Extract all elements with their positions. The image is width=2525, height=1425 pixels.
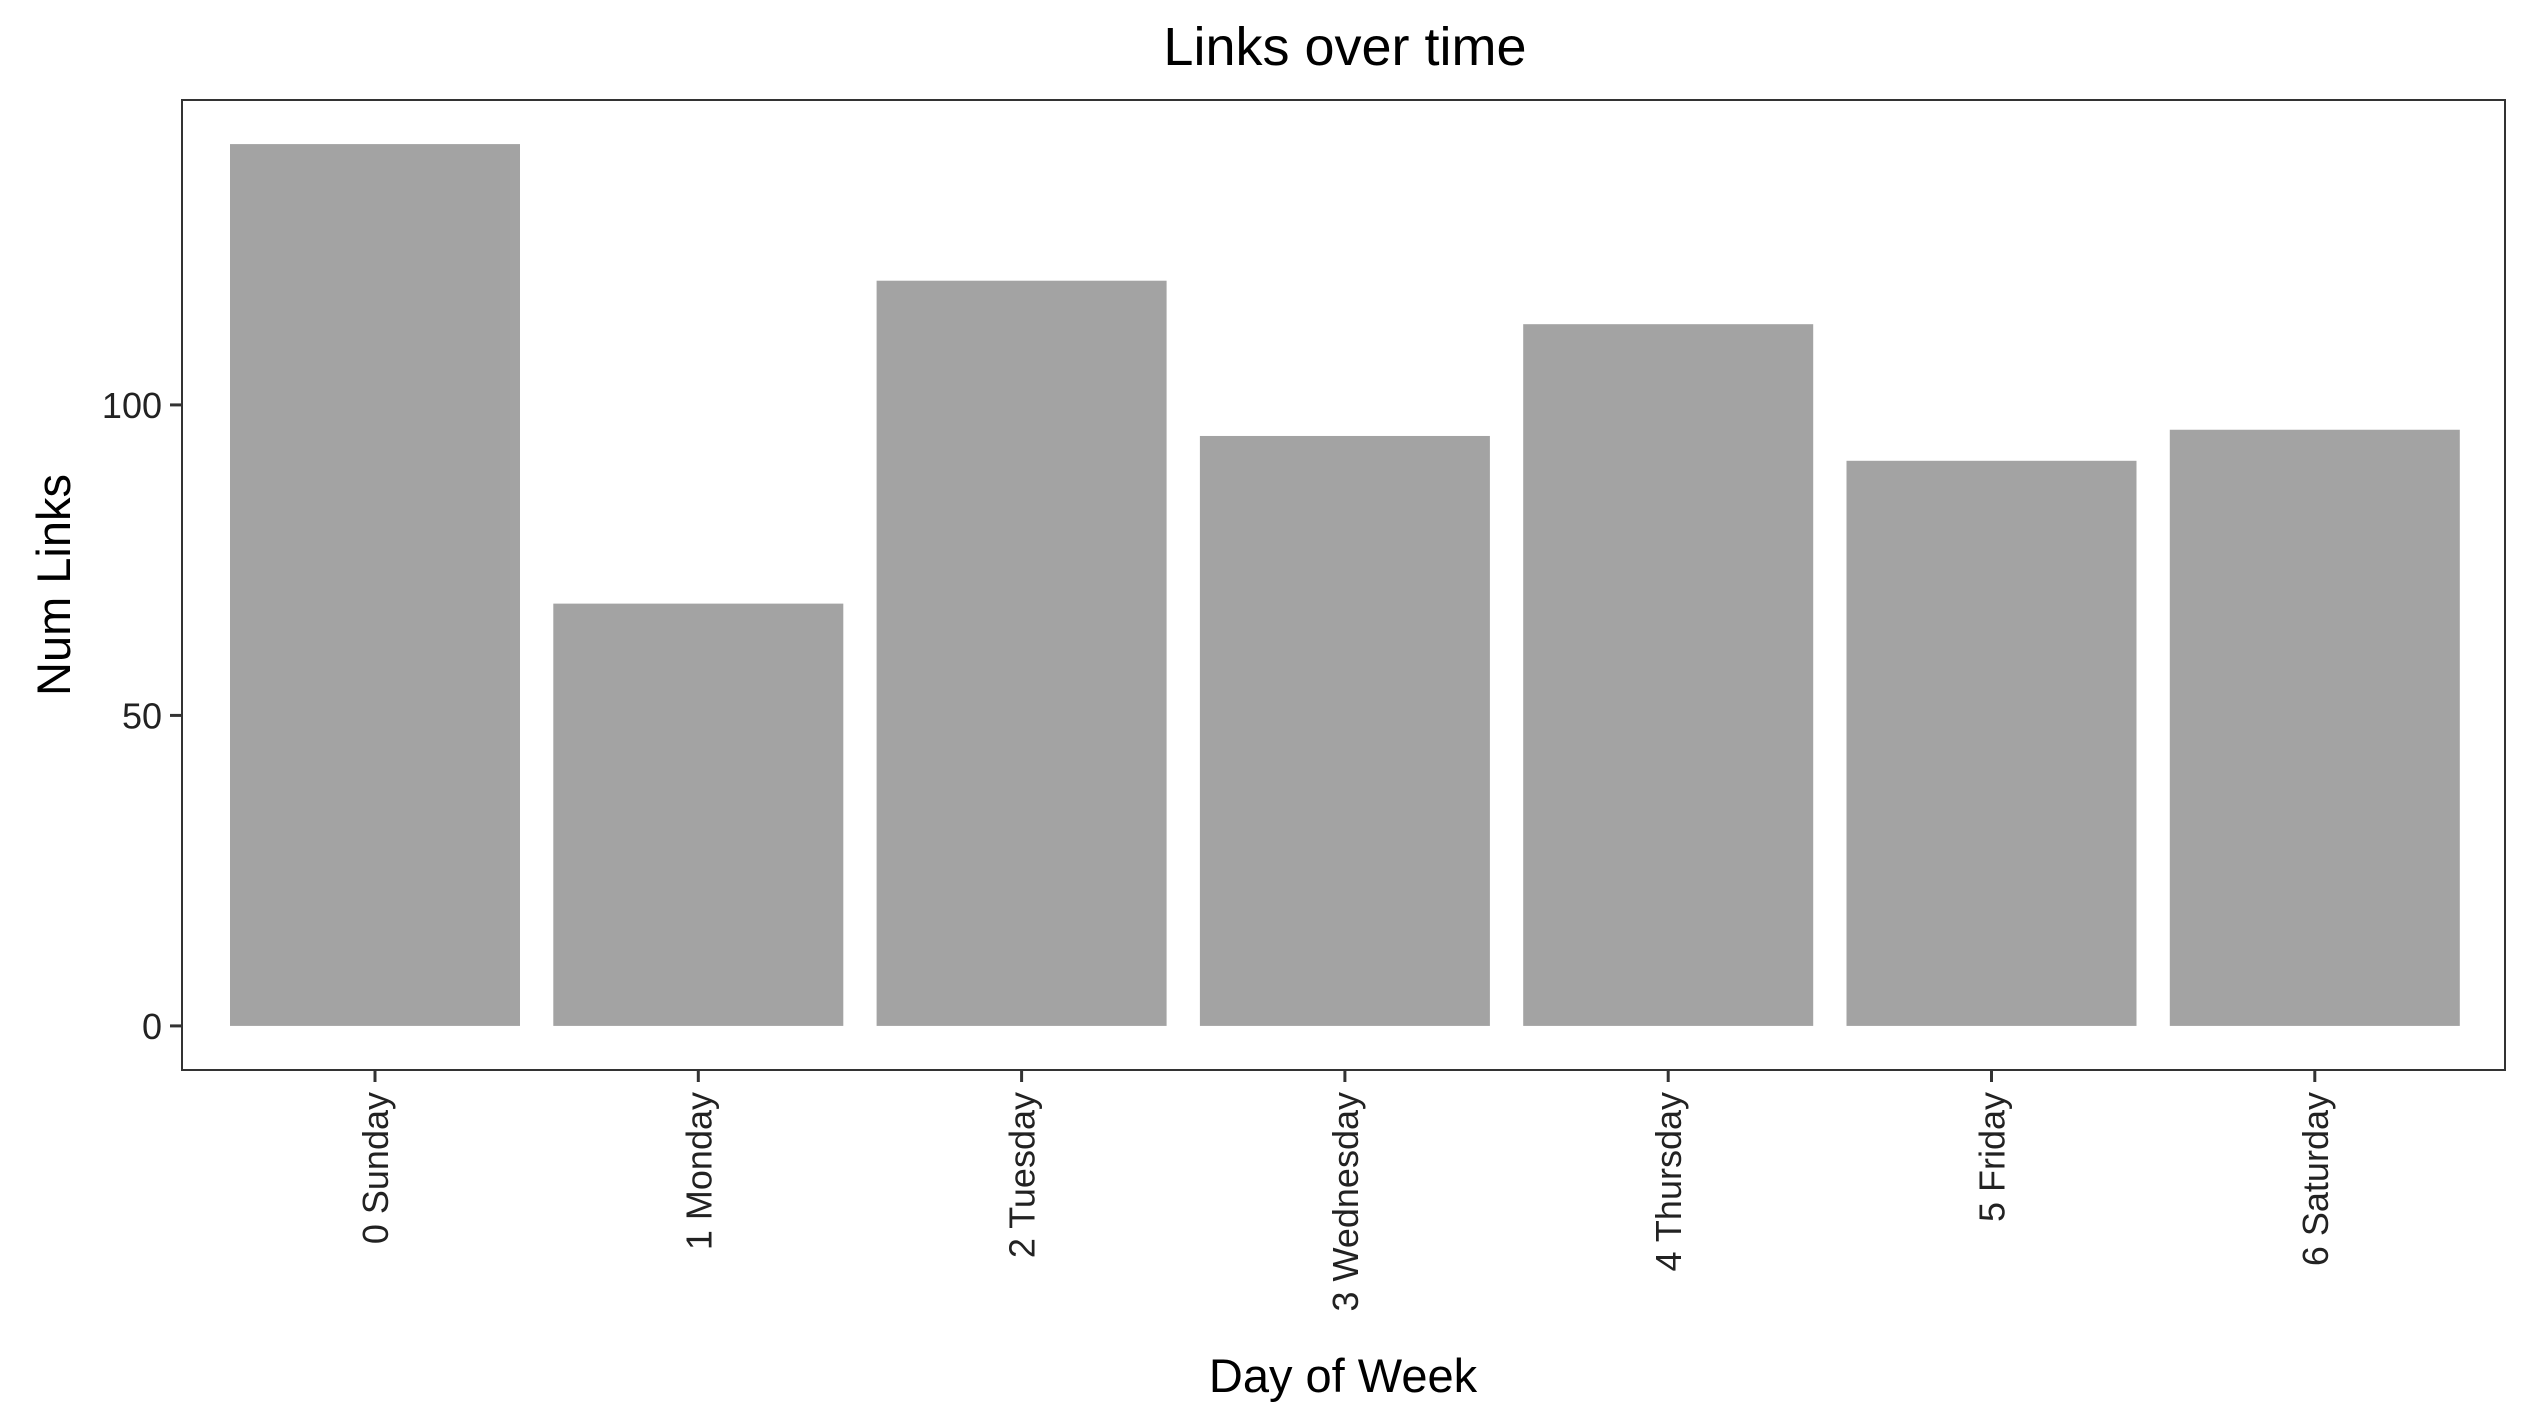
bars-group <box>230 144 2460 1026</box>
bar-6-saturday <box>2169 429 2460 1026</box>
x-tick-label: 0 Sunday <box>355 1092 396 1244</box>
x-tick-label: 5 Friday <box>1972 1092 2013 1222</box>
x-tick-label: 4 Thursday <box>1648 1092 1689 1271</box>
y-axis: 0 50 100 <box>102 385 182 1047</box>
bar-1-monday <box>553 603 844 1026</box>
plot-panel-border <box>181 99 2506 1071</box>
x-axis: 0 Sunday 1 Monday 2 Tuesday 3 Wednesday 4 Th… <box>355 1070 2336 1311</box>
bar-2-tuesday <box>876 280 1167 1026</box>
x-tick-label: 2 Tuesday <box>1002 1092 1043 1258</box>
x-tick-label: 1 Monday <box>678 1092 719 1250</box>
y-axis-title: Num Links <box>27 474 80 696</box>
x-tick-label: 6 Saturday <box>2295 1092 2336 1266</box>
y-tick-label: 0 <box>142 1006 162 1047</box>
bar-4-thursday <box>1523 324 1814 1026</box>
bar-3-wednesday <box>1199 435 1490 1026</box>
bar-0-sunday <box>230 144 520 1026</box>
x-axis-title: Day of Week <box>1209 1349 1478 1402</box>
chart-title: Links over time <box>1163 17 1526 77</box>
y-tick-label: 50 <box>122 695 162 736</box>
bar-5-friday <box>1846 460 2137 1026</box>
x-tick-label: 3 Wednesday <box>1325 1092 1366 1311</box>
y-tick-label: 100 <box>102 385 162 426</box>
